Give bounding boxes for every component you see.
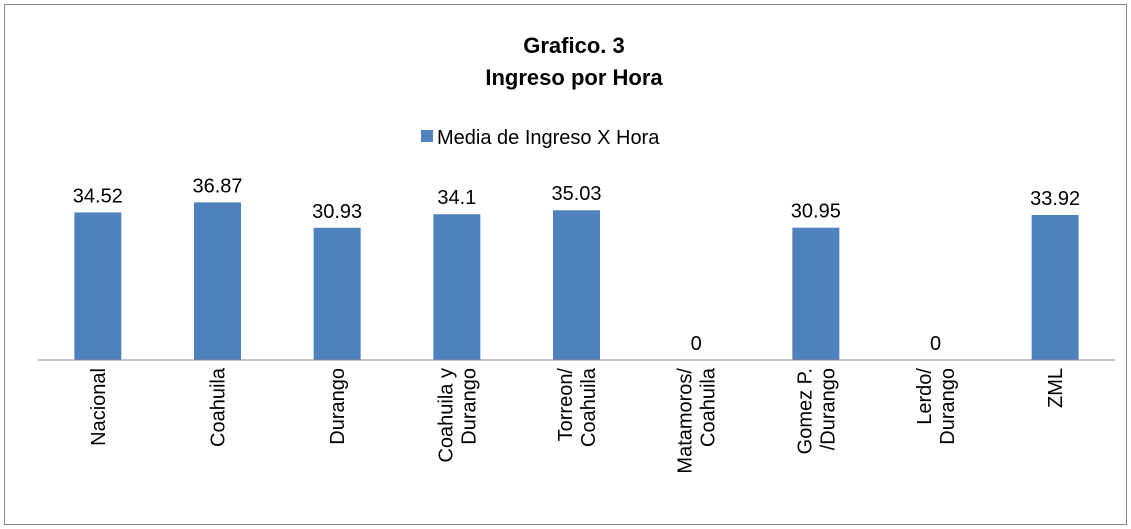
x-tick-label: Matamoros/Coahuila xyxy=(675,367,720,473)
data-label: 0 xyxy=(930,333,941,355)
x-tick-label: Lerdo/Durango xyxy=(914,368,959,445)
data-label: 30.95 xyxy=(791,201,841,223)
data-label: 34.52 xyxy=(73,185,123,207)
x-tick-label: ZML xyxy=(1045,368,1067,408)
data-label: 36.87 xyxy=(192,175,242,197)
x-tick-label: Coahuila xyxy=(208,367,230,447)
x-tick-label: Durango xyxy=(327,368,349,445)
bar xyxy=(74,212,122,360)
data-label: 0 xyxy=(691,333,702,355)
x-tick-label: Torreon/Coahuila xyxy=(555,367,600,447)
bar xyxy=(792,227,840,360)
legend-label: Media de Ingreso X Hora xyxy=(437,127,660,149)
chart-subtitle: Ingreso por Hora xyxy=(485,65,663,90)
bar xyxy=(194,202,241,360)
legend-swatch xyxy=(421,130,433,142)
x-tick-label: Gomez P./Durango xyxy=(794,368,839,454)
chart-title: Grafico. 3 xyxy=(523,33,624,58)
data-label: 33.92 xyxy=(1030,188,1080,210)
bar xyxy=(1031,214,1079,360)
bar xyxy=(553,210,600,360)
x-tick-label: Coahuila yDurango xyxy=(435,368,480,463)
x-tick-label: Nacional xyxy=(88,368,110,446)
data-label: 30.93 xyxy=(312,201,362,223)
bar xyxy=(433,214,481,360)
data-label: 35.03 xyxy=(551,183,601,205)
data-label: 34.1 xyxy=(437,187,476,209)
bar xyxy=(313,227,361,360)
